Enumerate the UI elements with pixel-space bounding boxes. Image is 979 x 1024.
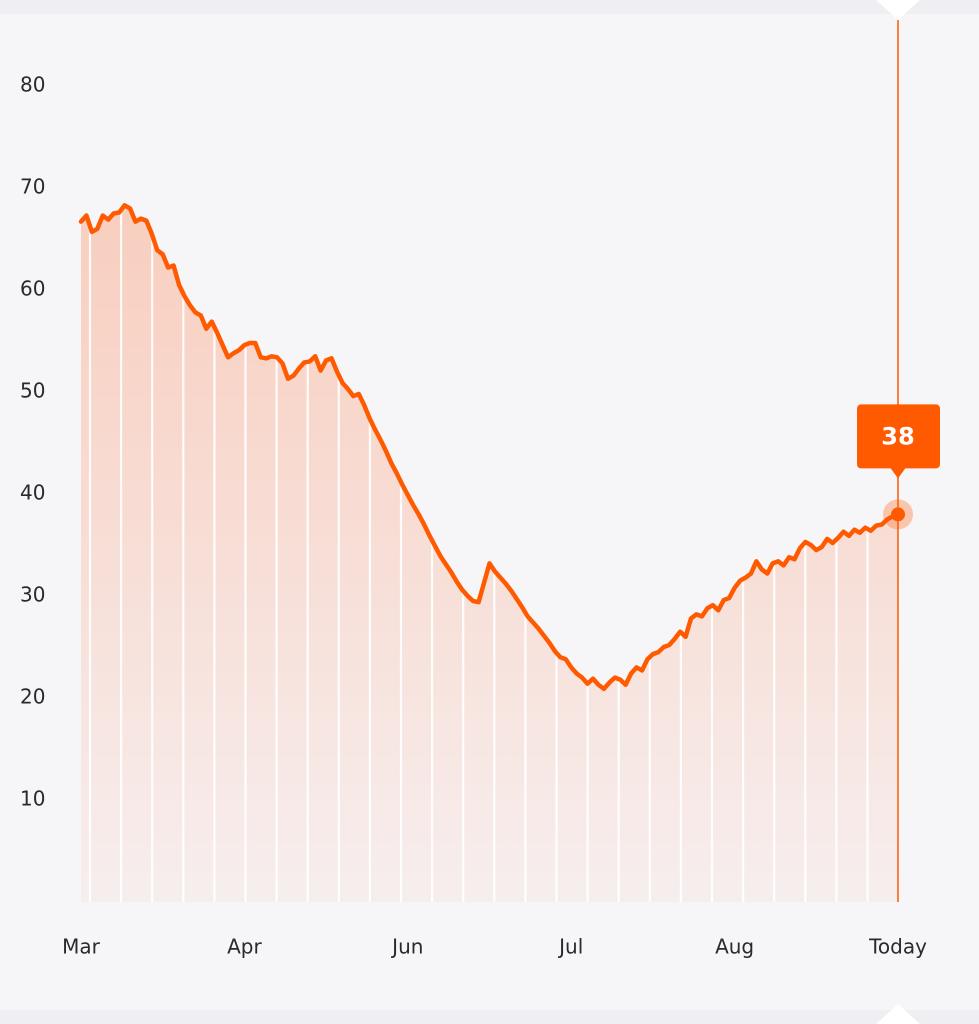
x-tick-label: Aug: [715, 935, 754, 959]
area: [81, 205, 898, 903]
tooltip-pointer: [890, 467, 906, 479]
y-tick-label: 40: [20, 481, 45, 505]
line: [78, 203, 901, 692]
top-notch: [876, 0, 920, 20]
tooltip-box: [857, 404, 940, 469]
y-tick-label: 60: [20, 277, 45, 301]
x-tick-label: Mar: [62, 935, 101, 959]
x-tick-label: Today: [868, 935, 927, 959]
x-tick-label: Jun: [390, 935, 423, 959]
y-tick-label: 80: [20, 73, 45, 97]
x-tick-label: Apr: [227, 935, 262, 959]
y-tick-label: 30: [20, 583, 45, 607]
top-strip: [0, 0, 979, 14]
bottom-notch: [876, 1004, 920, 1024]
y-tick-label: 20: [20, 685, 45, 709]
y-tick-label: 10: [20, 787, 45, 811]
y-tick-label: 70: [20, 175, 45, 199]
x-tick-label: Jul: [557, 935, 583, 959]
plot: 10 20 30 40 50 60 70 80 Mar Apr Jun Jul Aug Today 38: [20, 20, 940, 959]
bottom-strip: [0, 1010, 979, 1024]
y-tick-label: 50: [20, 379, 45, 403]
point: [891, 507, 905, 522]
tooltip-value: 38: [881, 422, 914, 450]
